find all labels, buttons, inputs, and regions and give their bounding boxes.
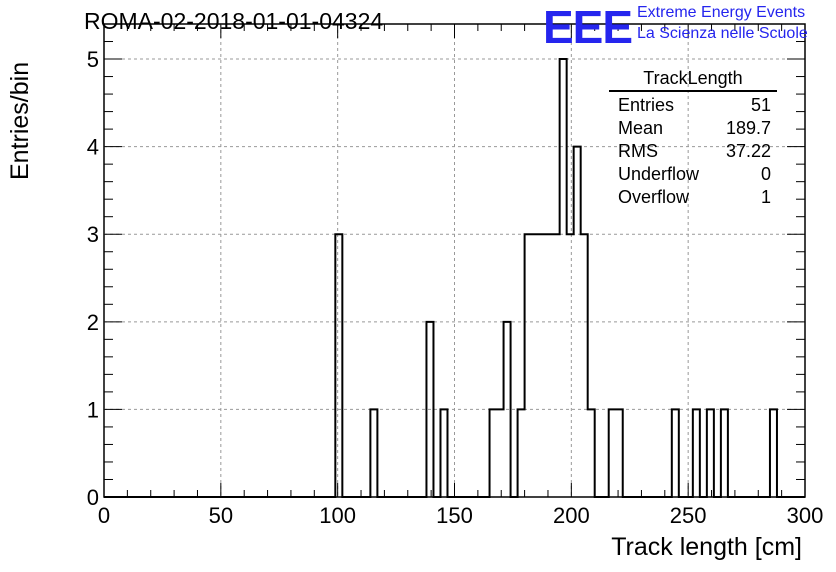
x-tick-label: 150 (436, 503, 473, 528)
stats-value: 37.22 (725, 141, 771, 161)
histogram-bin (490, 409, 497, 497)
histogram-bin (370, 409, 377, 497)
y-tick-label: 1 (87, 397, 99, 422)
eee-tagline-1: Extreme Energy Events (637, 4, 806, 21)
stats-label: RMS (618, 141, 658, 161)
histogram-bin (525, 234, 532, 497)
x-tick-label: 250 (670, 503, 707, 528)
eee-logo: EEE (543, 1, 633, 53)
stats-value: 189.7 (725, 118, 771, 138)
x-tick-label: 200 (553, 503, 590, 528)
histogram-bin (497, 409, 504, 497)
histogram-bin (539, 234, 546, 497)
stats-row-underflow: Underflow 0 (609, 163, 777, 186)
y-tick-label: 0 (87, 485, 99, 510)
eee-tagline-2: La Scienza nelle Scuole (637, 25, 808, 42)
histogram-bin (440, 409, 447, 497)
stats-label: Underflow (618, 164, 700, 184)
y-tick-label: 2 (87, 310, 99, 335)
histogram-bin (721, 409, 728, 497)
histogram-bin (581, 234, 588, 497)
stats-label: Overflow (618, 187, 690, 207)
tick-labels: 0 50 100 150 200 250 300 0 1 2 3 4 5 (87, 47, 824, 528)
stats-value: 51 (750, 95, 771, 115)
histogram-bin (616, 409, 623, 497)
x-tick-label: 300 (787, 503, 824, 528)
y-tick-label: 4 (87, 135, 99, 160)
histogram-bin (707, 409, 714, 497)
x-tick-label: 0 (98, 503, 110, 528)
histogram-bin (560, 59, 567, 497)
stats-label: Mean (618, 118, 664, 138)
stats-value: 1 (760, 187, 771, 207)
axis-ticks (103, 23, 806, 498)
histogram-bin (553, 234, 560, 497)
y-tick-label: 5 (87, 47, 99, 72)
stats-box: TrackLength Entries 51 Mean 189.7 RMS 37… (609, 68, 777, 209)
x-tick-label: 50 (209, 503, 233, 528)
stats-row-entries: Entries 51 (609, 94, 777, 117)
x-tick-label: 100 (319, 503, 356, 528)
histogram-bin (770, 409, 777, 497)
stats-row-rms: RMS 37.22 (609, 140, 777, 163)
histogram-line (104, 58, 805, 498)
histogram-bin (518, 409, 525, 497)
y-axis-label: Entries/bin (6, 61, 34, 180)
stats-label: Entries (618, 95, 675, 115)
x-axis-label: Track length [cm] (611, 533, 802, 561)
histogram-bin (588, 409, 595, 497)
histogram-bin (609, 409, 616, 497)
y-tick-label: 3 (87, 222, 99, 247)
stats-row-overflow: Overflow 1 (609, 186, 777, 209)
grid (104, 24, 805, 497)
histogram-bin (532, 234, 539, 497)
stats-title: TrackLength (609, 68, 777, 92)
histogram-bin (691, 409, 698, 497)
histogram-bin (672, 409, 679, 497)
histogram-bin (546, 234, 553, 497)
plot-title: ROMA-02-2018-01-01-04324 (84, 8, 384, 34)
stats-row-mean: Mean 189.7 (609, 117, 777, 140)
histogram-bin (567, 234, 574, 497)
stats-value: 0 (760, 164, 771, 184)
histogram-bin (335, 234, 342, 497)
